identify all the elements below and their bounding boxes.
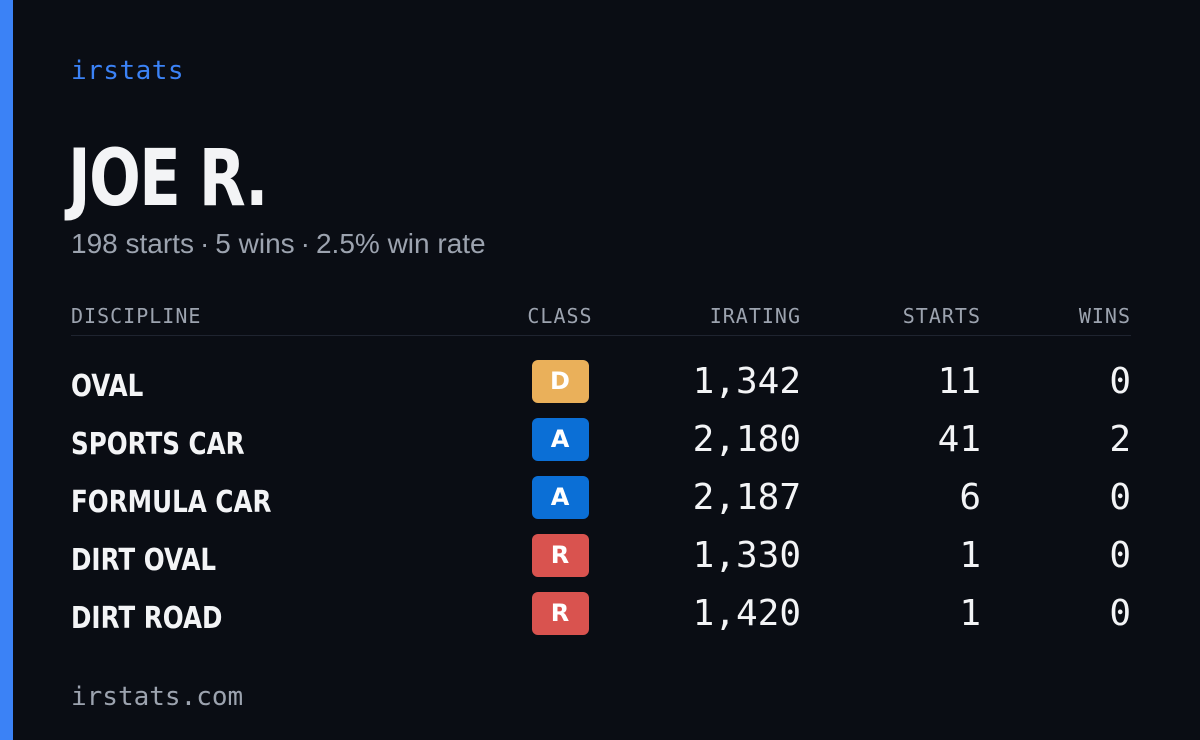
separator: · [300, 228, 310, 259]
driver-name: JOE R. [68, 134, 268, 224]
header-irating: IRATING [709, 303, 801, 328]
starts-summary: 198 starts [71, 228, 194, 259]
table-header: DISCIPLINE CLASS IRATING STARTS WINS [71, 296, 1131, 336]
header-wins: WINS [1078, 303, 1131, 328]
discipline-name: SPORTS CAR [71, 426, 245, 462]
class-badge: D [531, 359, 589, 403]
irating-value: 1,330 [692, 534, 801, 576]
header-starts: STARTS [902, 303, 981, 328]
irating-value: 1,420 [692, 592, 801, 634]
footer-url: irstats.com [71, 682, 244, 712]
table-row: FORMULA CAR A 2,187 6 0 [71, 468, 1131, 526]
table-row: SPORTS CAR A 2,180 41 2 [71, 410, 1131, 468]
irating-value: 2,180 [692, 418, 801, 460]
class-badge: R [531, 533, 589, 577]
wins-summary: 5 wins [215, 228, 295, 259]
wins-value: 0 [1109, 534, 1131, 576]
accent-bar [0, 0, 13, 740]
table-body: OVAL D 1,342 11 0 SPORTS CAR A 2,180 41 … [71, 352, 1131, 642]
starts-value: 1 [959, 592, 981, 634]
table-row: DIRT OVAL R 1,330 1 0 [71, 526, 1131, 584]
win-rate-summary: 2.5% win rate [315, 228, 486, 259]
irating-value: 2,187 [692, 476, 801, 518]
wins-value: 2 [1109, 418, 1131, 460]
discipline-name: FORMULA CAR [71, 484, 272, 520]
class-badge: A [531, 475, 589, 519]
brand-logo-text: irstats [71, 56, 185, 86]
starts-value: 11 [937, 360, 981, 402]
discipline-name: OVAL [71, 368, 144, 404]
discipline-table: DISCIPLINE CLASS IRATING STARTS WINS OVA… [71, 296, 1131, 642]
starts-value: 1 [959, 534, 981, 576]
table-row: DIRT ROAD R 1,420 1 0 [71, 584, 1131, 642]
header-discipline: DISCIPLINE [71, 303, 202, 328]
starts-value: 6 [959, 476, 981, 518]
class-badge: R [531, 591, 589, 635]
separator: · [199, 228, 210, 259]
table-row: OVAL D 1,342 11 0 [71, 352, 1131, 410]
irating-value: 1,342 [692, 360, 801, 402]
driver-summary: 198 starts · 5 wins · 2.5% win rate [71, 228, 486, 260]
starts-value: 41 [937, 418, 981, 460]
wins-value: 0 [1109, 360, 1131, 402]
wins-value: 0 [1109, 592, 1131, 634]
discipline-name: DIRT ROAD [71, 600, 223, 636]
wins-value: 0 [1109, 476, 1131, 518]
class-badge: A [531, 417, 589, 461]
header-class: CLASS [527, 303, 593, 328]
discipline-name: DIRT OVAL [71, 542, 217, 578]
